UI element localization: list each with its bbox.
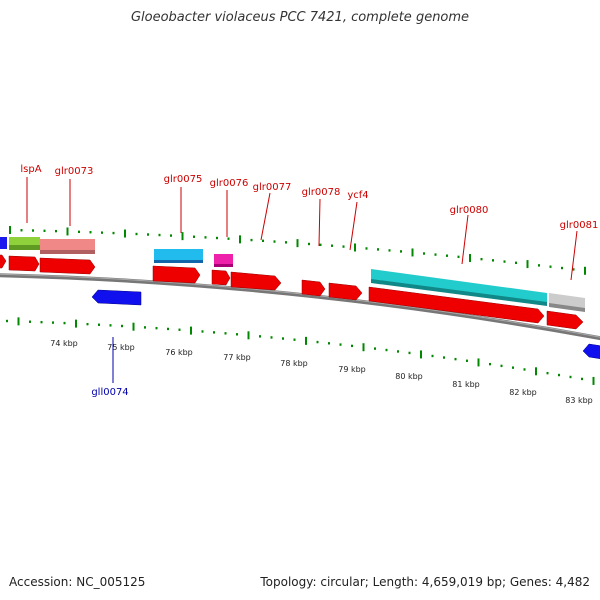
scale-label-79kbp: 79 kbp <box>338 365 366 374</box>
gene-label-glr0076: glr0076 <box>210 178 249 189</box>
label-leader-lines <box>26 177 578 281</box>
feature-block-blue-left <box>0 237 7 249</box>
scale-label-80kbp: 80 kbp <box>395 372 423 381</box>
forward-gene-arrows <box>0 254 584 330</box>
feature-block-glr0073-shade <box>40 250 95 254</box>
feature-block-glr0080-shade <box>371 279 547 306</box>
scale-label-83kbp: 83 kbp <box>565 396 593 405</box>
scale-label-82kbp: 82 kbp <box>509 388 537 397</box>
leader-glr0081 <box>570 230 578 281</box>
gene-arrow-forward <box>39 257 96 275</box>
gene-label-glr0073: glr0073 <box>55 166 94 177</box>
scale-label-81kbp: 81 kbp <box>452 380 480 389</box>
feature-block-glr0076-shade <box>214 264 233 267</box>
leader-ycf4 <box>349 201 358 251</box>
scale-label-74kbp: 74 kbp <box>50 339 78 348</box>
scale-label-75kbp: 75 kbp <box>107 343 135 352</box>
inner-tick-track <box>6 317 595 385</box>
gene-label-gll0074: gll0074 <box>91 387 128 398</box>
scale-label-76kbp: 76 kbp <box>165 348 193 357</box>
feature-block-glr0075 <box>154 249 203 262</box>
gene-label-ycf4: ycf4 <box>347 190 368 201</box>
gene-arrow-reverse <box>91 289 142 306</box>
map-title: Gloeobacter violaceus PCC 7421, complete… <box>130 10 470 25</box>
gene-arrow-forward <box>0 254 7 269</box>
gene-arrow-forward <box>8 255 40 272</box>
gene-label-lspA: lspA <box>20 164 41 175</box>
gene-arrow-forward <box>152 265 201 284</box>
gene-label-glr0080: glr0080 <box>450 205 489 216</box>
feature-block-glr0081-shade <box>549 303 585 312</box>
feature-block-glr0073 <box>40 239 95 253</box>
genome-summary-text: Topology: circular; Length: 4,659,019 bp… <box>260 575 590 589</box>
gene-label-glr0078: glr0078 <box>302 187 341 198</box>
gene-arrow-reverse <box>582 343 600 359</box>
feature-block-glr0075-shade <box>154 260 203 263</box>
reverse-gene-arrows <box>91 289 600 359</box>
scale-label-78kbp: 78 kbp <box>280 359 308 368</box>
gene-label-glr0081: glr0081 <box>560 220 599 231</box>
feature-block-glr0080 <box>371 269 547 304</box>
outer-tick-track <box>9 226 586 275</box>
leader-glr0080 <box>461 214 469 265</box>
genome-backbone-highlight <box>0 273 600 338</box>
gene-arrow-forward <box>230 271 282 291</box>
feature-block-lspa-shade <box>9 245 40 250</box>
gene-label-glr0075: glr0075 <box>164 174 203 185</box>
genome-backbone <box>0 273 600 341</box>
leader-glr0078 <box>318 198 321 247</box>
gene-arrow-forward <box>328 282 363 301</box>
leader-glr0077 <box>260 192 271 241</box>
gene-arrow-forward <box>546 310 584 330</box>
feature-block-glr0076 <box>214 254 233 266</box>
accession-text: Accession: NC_005125 <box>9 575 146 589</box>
gene-arrow-forward <box>368 286 545 324</box>
gene-label-glr0077: glr0077 <box>253 182 292 193</box>
gene-arrow-forward <box>211 269 231 286</box>
scale-label-77kbp: 77 kbp <box>223 353 251 362</box>
gene-arrow-forward <box>301 279 326 297</box>
